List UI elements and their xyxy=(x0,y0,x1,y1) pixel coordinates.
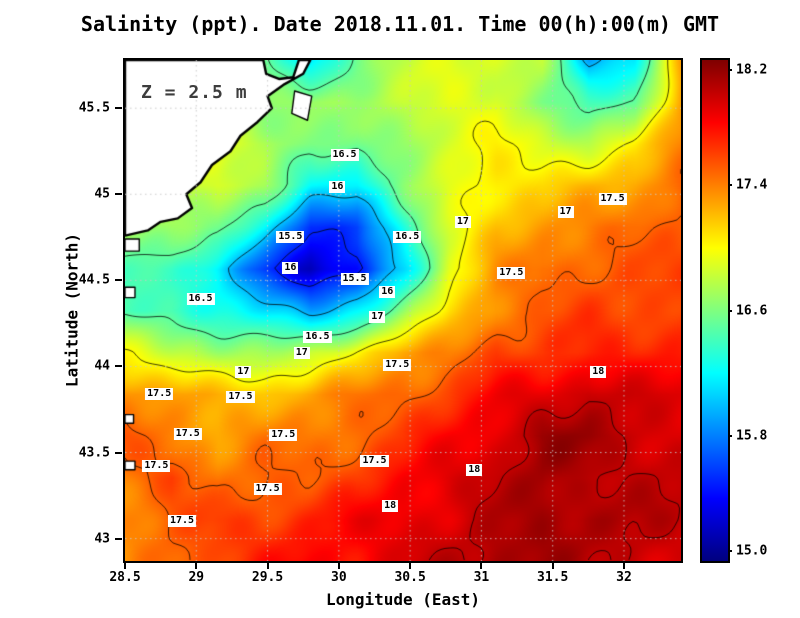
contour-label: 17.5 xyxy=(598,193,627,206)
figure-title: Salinity (ppt). Date 2018.11.01. Time 00… xyxy=(80,12,720,36)
y-tick-mark xyxy=(115,365,122,368)
x-tick-label: 29.5 xyxy=(251,570,284,585)
contour-label: 16.5 xyxy=(303,331,332,344)
depth-annotation: Z = 2.5 m xyxy=(141,82,248,103)
y-tick-label: 45.5 xyxy=(78,100,110,116)
contour-label: 17 xyxy=(557,205,574,218)
x-tick-mark xyxy=(337,562,340,569)
contour-label: 17 xyxy=(369,310,386,323)
x-tick-label: 29 xyxy=(188,570,205,585)
y-tick-mark xyxy=(115,451,122,454)
contour-label: 15.5 xyxy=(276,231,305,244)
contour-label: 17 xyxy=(235,365,252,378)
contour-label: 18 xyxy=(466,463,483,476)
colorbar-tick-mark xyxy=(728,309,732,312)
x-tick-mark xyxy=(195,562,198,569)
contour-label: 17.5 xyxy=(360,455,389,468)
contour-label: 16 xyxy=(282,262,299,275)
x-tick-label: 31 xyxy=(473,570,490,585)
salinity-heatmap-canvas xyxy=(125,60,681,561)
x-tick-mark xyxy=(622,562,625,569)
contour-label: 17 xyxy=(454,215,471,228)
colorbar-tick-mark xyxy=(728,434,732,437)
colorbar-gradient xyxy=(702,60,728,561)
colorbar-tick-mark xyxy=(728,69,732,71)
contour-label: 16.5 xyxy=(393,231,422,244)
y-tick-mark xyxy=(115,537,122,540)
colorbar-tick-label: 18.2 xyxy=(736,62,768,78)
x-tick-mark xyxy=(266,562,269,569)
x-tick-label: 32 xyxy=(616,570,632,585)
colorbar-tick-label: 17.4 xyxy=(736,177,768,193)
y-tick-label: 43.5 xyxy=(78,445,110,461)
y-tick-mark xyxy=(115,107,122,110)
y-tick-mark xyxy=(115,193,122,196)
y-tick-label: 44.5 xyxy=(78,272,110,288)
contour-label: 16 xyxy=(329,181,346,194)
y-tick-label: 43 xyxy=(94,531,110,547)
colorbar-tick-mark xyxy=(728,184,732,187)
x-tick-label: 31.5 xyxy=(537,570,569,585)
contour-label: 17.5 xyxy=(142,460,171,473)
contour-label: 18 xyxy=(590,365,607,378)
contour-label: 17.5 xyxy=(226,391,255,404)
contour-label: 16.5 xyxy=(186,293,215,306)
contour-label: 16.5 xyxy=(330,148,359,161)
x-tick-mark xyxy=(409,562,412,569)
contour-label: 17.5 xyxy=(253,482,282,495)
y-tick-mark xyxy=(115,279,122,282)
x-tick-label: 30.5 xyxy=(394,570,426,585)
colorbar-tick-label: 15.0 xyxy=(736,543,768,559)
colorbar xyxy=(700,58,730,563)
x-axis-label: Longitude (East) xyxy=(325,590,481,609)
contour-label: 17.5 xyxy=(145,388,174,400)
x-tick-label: 30 xyxy=(331,570,347,585)
x-tick-mark xyxy=(551,562,554,569)
contour-label: 18 xyxy=(382,499,399,512)
x-tick-label: 28.5 xyxy=(109,570,141,585)
contour-label: 17 xyxy=(293,346,310,359)
x-tick-mark xyxy=(480,562,483,569)
contour-label: 16 xyxy=(379,286,396,299)
contour-label: 17.5 xyxy=(167,515,197,528)
y-tick-label: 44 xyxy=(94,358,110,374)
contour-label: 17.5 xyxy=(383,358,412,371)
colorbar-tick-label: 15.8 xyxy=(736,428,768,444)
y-axis-label: Latitude (North) xyxy=(62,232,82,388)
contour-label: 15.5 xyxy=(340,272,369,285)
colorbar-tick-label: 16.6 xyxy=(736,303,768,318)
plot-area: Z = 2.5 m 16.5 16 17 17 17.5 15.5 16.5 16 15.5 16… xyxy=(123,58,683,563)
contour-label: 17.5 xyxy=(269,429,298,442)
contour-label: 17.5 xyxy=(497,267,526,280)
colorbar-tick-mark xyxy=(728,550,732,552)
contour-label: 17.5 xyxy=(173,427,202,440)
y-tick-label: 45 xyxy=(94,186,110,202)
x-tick-mark xyxy=(124,562,126,569)
